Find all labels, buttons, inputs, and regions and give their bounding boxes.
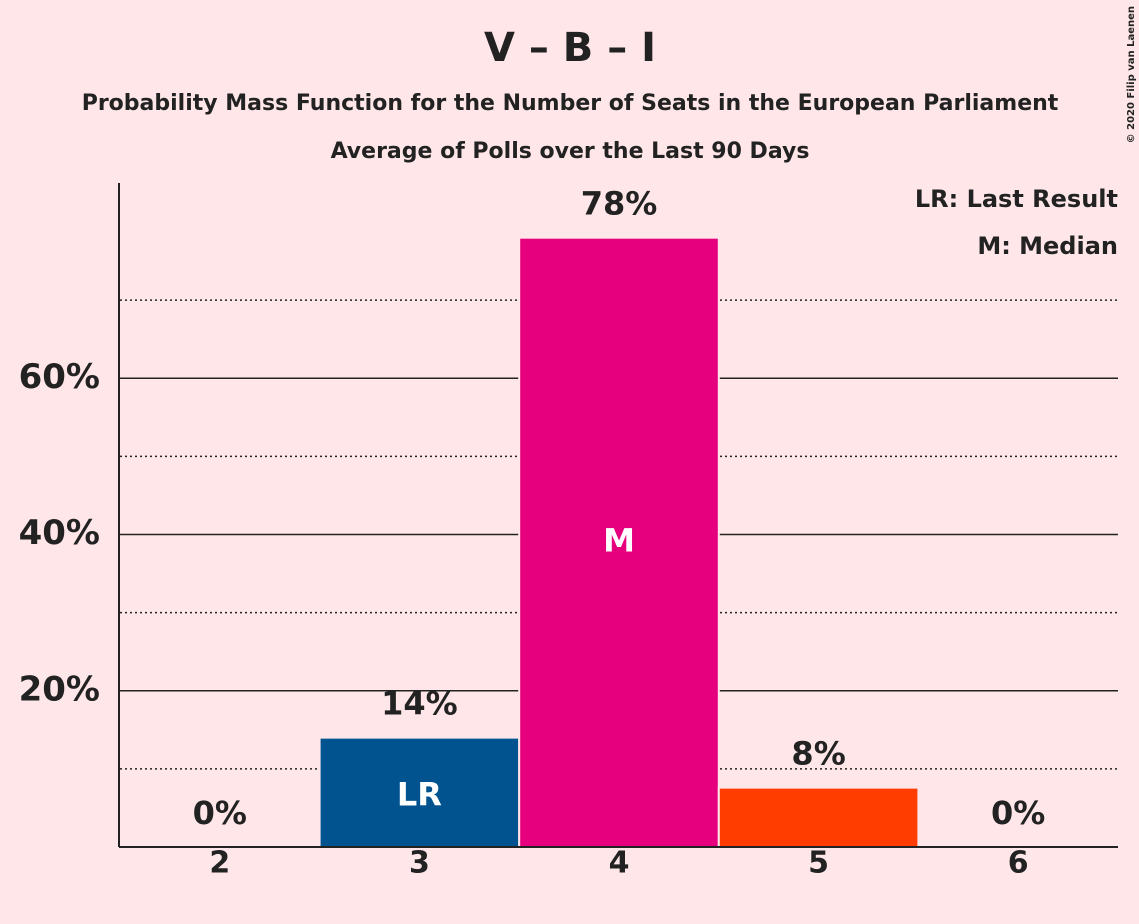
value-label: 78% [581,185,658,223]
x-tick-label: 5 [808,846,829,881]
chart-subtitle: Average of Polls over the Last 90 Days [331,139,810,164]
x-tick-label: 4 [609,846,630,881]
y-tick-label: 60% [19,357,100,397]
chart-title: V – B – I [484,25,656,71]
bar [717,786,920,849]
value-label: 8% [791,735,845,773]
x-tick-label: 2 [209,846,230,881]
bar-annotation: LR [397,775,442,813]
copyright: © 2020 Filip van Laenen [1126,6,1137,143]
bar-annotation: M [603,521,635,559]
value-label: 0% [991,794,1045,832]
y-tick-label: 40% [19,513,100,553]
legend-entry: M: Median [977,232,1118,260]
x-tick-label: 3 [409,846,430,881]
legend-entry: LR: Last Result [915,185,1118,213]
y-tick-label: 20% [19,669,100,709]
x-tick-label: 6 [1008,846,1029,881]
bar [518,236,720,848]
bar [318,736,521,849]
chart-subtitle: Probability Mass Function for the Number… [82,91,1059,116]
value-label: 0% [193,794,247,832]
value-label: 14% [381,685,458,723]
